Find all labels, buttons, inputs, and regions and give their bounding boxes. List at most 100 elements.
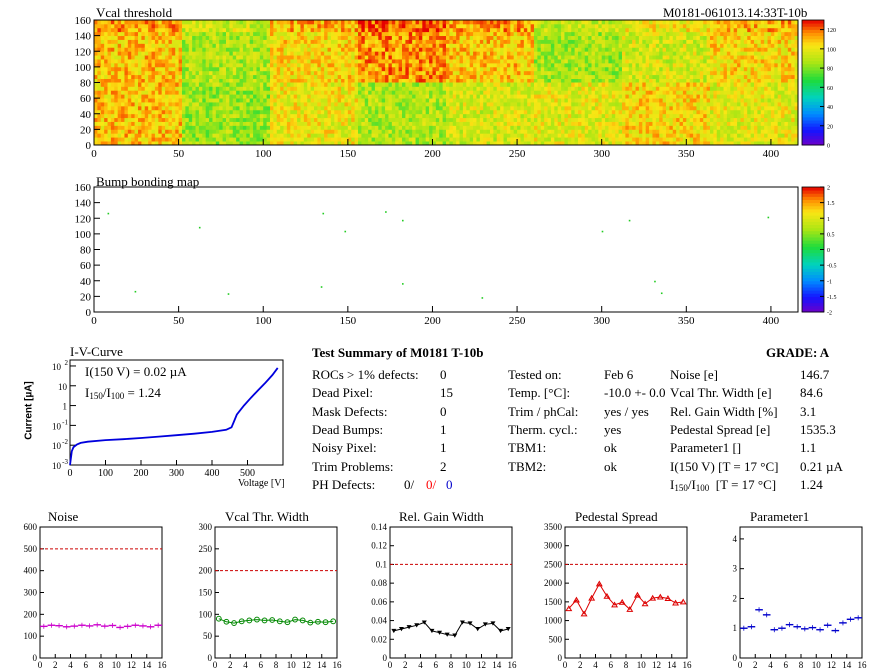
vcal-map-cell — [605, 74, 609, 79]
vcal-map-cell — [405, 133, 410, 138]
vcal-map-cell — [273, 51, 278, 56]
vcal-map-cell — [256, 86, 261, 91]
vcal-map-cell — [97, 133, 102, 138]
vcal-map-cell — [418, 86, 423, 91]
vcal-map-cell — [527, 66, 532, 72]
vcal-map-cell — [195, 35, 200, 40]
vcal-map-cell — [385, 27, 389, 33]
vcal-map-cell — [561, 43, 565, 48]
vcal-map-cell — [303, 47, 308, 52]
vcal-map-cell — [564, 47, 569, 52]
vcal-map-cell — [361, 141, 366, 146]
vcal-map-cell — [679, 35, 684, 40]
vcal-map-cell — [148, 20, 152, 25]
vcal-map-cell — [286, 70, 291, 76]
vcal-map-cell — [256, 94, 261, 99]
vcal-map-cell — [425, 102, 430, 107]
vcal-map-cell — [198, 94, 203, 99]
vcal-map-cell — [439, 20, 444, 25]
vcal-map-cell — [127, 121, 132, 126]
vcal-map-cell — [341, 117, 345, 122]
vcal-map-cell — [114, 35, 119, 40]
vcal-map-cell — [270, 55, 274, 60]
vcal-map-cell — [320, 125, 325, 130]
vcal-map-cell — [280, 133, 284, 138]
vcal-map-cell — [378, 109, 383, 115]
vcal-map-cell — [188, 82, 193, 87]
vcal-map-cell — [286, 121, 291, 126]
vcal-map-cell — [425, 82, 430, 87]
vcal-map-cell — [534, 51, 538, 56]
vcal-map-cell — [608, 59, 613, 64]
vcal-map-cell — [354, 74, 359, 79]
vcal-map-cell — [327, 43, 332, 48]
vcal-map-cell — [161, 55, 166, 60]
vcal-map-cell — [242, 62, 247, 68]
vcal-map-cell — [198, 90, 203, 95]
vcal-map-cell — [219, 20, 224, 25]
vcal-map-cell — [513, 47, 518, 52]
vcal-map-cell — [429, 133, 433, 138]
vcal-map-cell — [672, 31, 677, 37]
vcal-map-cell — [263, 141, 268, 146]
vcal-map-cell — [750, 35, 755, 40]
vcal-map-cell — [161, 59, 166, 64]
vcal-map-cell — [358, 94, 362, 99]
vcal-map-cell — [720, 23, 724, 29]
vcal-map-cell — [642, 70, 647, 76]
vcal-map-cell — [493, 74, 498, 79]
vcal-map-cell — [713, 35, 718, 40]
vcal-map-cell — [131, 66, 136, 72]
vcal-map-cell — [205, 70, 210, 76]
vcal-map-cell — [256, 47, 261, 52]
vcal-map-cell — [540, 78, 545, 83]
vcal-map-cell — [754, 51, 758, 56]
vcal-map-cell — [215, 141, 220, 146]
vcal-map-cell — [151, 141, 156, 146]
vcal-map-cell — [554, 35, 559, 40]
vcal-map-cell — [293, 27, 298, 33]
vcal-map-cell — [591, 20, 596, 25]
vcal-map-cell — [425, 129, 430, 134]
vcal-map-cell — [760, 43, 765, 48]
vcal-map-cell — [723, 35, 728, 40]
vcal-map-cell — [138, 55, 142, 60]
vcal-map-cell — [378, 20, 383, 25]
vcal-map-cell — [341, 137, 345, 142]
vcal-map-cell — [171, 133, 176, 138]
vcal-map-cell — [503, 70, 508, 76]
vcal-map-cell — [178, 23, 183, 29]
vcal-map-cell — [226, 23, 230, 29]
vcal-map-cell — [209, 133, 213, 138]
vcal-map-cell — [412, 55, 416, 60]
vcal-map-cell — [594, 31, 599, 37]
vcal-map-cell — [361, 20, 366, 25]
vcal-map-cell — [161, 39, 166, 44]
vcal-map-cell — [578, 20, 582, 25]
vcal-map-cell — [378, 62, 383, 68]
vcal-map-cell — [466, 55, 471, 60]
vcal-map-cell — [236, 43, 240, 48]
vcal-map-cell — [706, 78, 711, 83]
vcal-map-cell — [226, 98, 230, 103]
vcal-map-cell — [723, 55, 728, 60]
vcal-map-cell — [598, 35, 603, 40]
vcal-map-cell — [611, 47, 616, 52]
vcal-map-cell — [554, 59, 559, 64]
vcal-map-cell — [232, 23, 237, 29]
vcal-map-cell — [422, 39, 427, 44]
vcal-map-cell — [219, 94, 224, 99]
vcal-map-cell — [141, 62, 146, 68]
vcal-map-cell — [192, 117, 196, 122]
vcal-map-cell — [324, 20, 328, 25]
vcal-map-cell — [537, 59, 542, 64]
vcal-map-cell — [293, 121, 298, 126]
vcal-map-cell — [256, 23, 261, 29]
vcal-map-cell — [286, 125, 291, 130]
vcal-map-cell — [760, 47, 765, 52]
vcal-map-cell — [286, 59, 291, 64]
vcal-map-cell — [473, 20, 477, 25]
vcal-map-cell — [347, 82, 352, 87]
vcal-map-cell — [94, 117, 98, 122]
vcal-map-cell — [435, 117, 440, 122]
